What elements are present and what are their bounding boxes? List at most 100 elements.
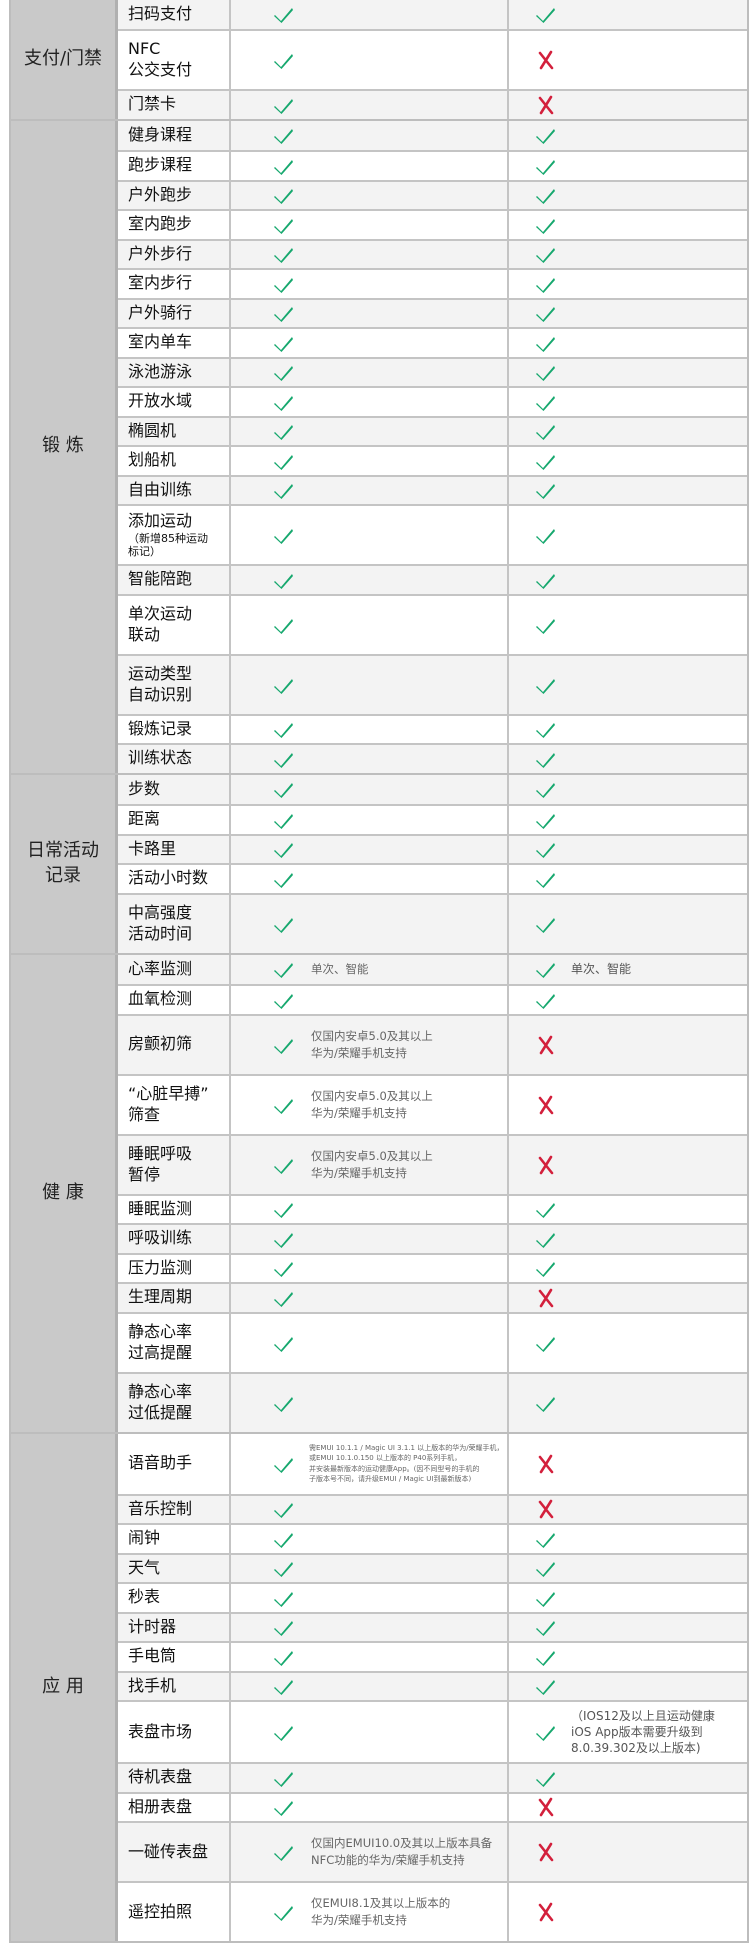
check-icon: [273, 1902, 295, 1922]
feature-name: 呼吸训练: [118, 1225, 231, 1253]
support-cell-left: [231, 476, 509, 504]
table-row: 睡眠呼吸 暂停 仅国内安卓5.0及其以上 华为/荣耀手机支持: [118, 1133, 747, 1194]
feature-label: 音乐控制: [128, 1498, 193, 1518]
table-row: 语音助手 需EMUI 10.1.1 / Magic UI 3.1.1 以上版本的华…: [118, 1433, 747, 1494]
feature-name: 中高强度 活动时间: [118, 894, 231, 953]
table-row: 椭圆机: [118, 415, 747, 445]
feature-label: 自由训练: [128, 479, 193, 499]
support-cell-left: [231, 1584, 509, 1612]
feature-name: 相册表盘: [118, 1793, 231, 1821]
feature-name: 睡眠监测: [118, 1195, 231, 1223]
feature-label: 血氧检测: [128, 989, 193, 1009]
feature-label: 泳池游泳: [128, 361, 193, 381]
support-cell-left: [231, 865, 509, 893]
table-row: NFC 公交支付: [118, 29, 747, 89]
check-icon: [535, 480, 557, 500]
check-icon: [273, 1288, 295, 1308]
section: 支付/门禁 扫码支付 NFC 公交支付 门禁卡: [11, 0, 747, 119]
feature-name: 室内步行: [118, 270, 231, 298]
support-cell-left: [231, 595, 509, 654]
support-cell-left: [231, 91, 509, 119]
section: 锻 炼健身课程 跑步课程 户外跑步 室内跑步 户外步行 室内步行 户外骑行 室内单车 泳池游泳开…: [11, 118, 747, 773]
support-note: 单次、智能: [571, 962, 632, 977]
feature-name: 训练状态: [118, 745, 231, 773]
cross-icon: [535, 1155, 557, 1175]
feature-name: 找手机: [118, 1672, 231, 1700]
check-icon: [535, 274, 557, 294]
feature-name: 手电筒: [118, 1643, 231, 1671]
feature-label: 找手机: [128, 1675, 177, 1695]
feature-label: 心率监测: [128, 958, 193, 978]
feature-name: 户外骑行: [118, 299, 231, 327]
table-row: 生理周期: [118, 1282, 747, 1312]
support-cell-right: [509, 775, 747, 805]
table-row: 压力监测: [118, 1252, 747, 1282]
check-icon: [535, 185, 557, 205]
check-icon: [273, 1199, 295, 1219]
table-row: 单次运动 联动: [118, 593, 747, 654]
support-cell-right: [509, 0, 747, 29]
feature-label: 户外跑步: [128, 184, 193, 204]
feature-name: 表盘市场: [118, 1702, 231, 1762]
feature-name: 室内跑步: [118, 211, 231, 239]
check-icon: [273, 1229, 295, 1249]
support-cell-left: [231, 358, 509, 386]
support-cell-left: [231, 506, 509, 564]
check-icon: [273, 1842, 295, 1862]
table-row: 跑步课程: [118, 150, 747, 180]
table-row: 秒表: [118, 1582, 747, 1612]
support-cell-left: [231, 1613, 509, 1641]
support-cell-right: [509, 1643, 747, 1671]
support-note: 仅国内安卓5.0及其以上 华为/荣耀手机支持: [311, 1148, 433, 1180]
table-row: 音乐控制: [118, 1493, 747, 1523]
support-cell-left: [231, 1225, 509, 1253]
feature-label: 训练状态: [128, 748, 193, 768]
support-cell-right: [509, 745, 747, 773]
check-icon: [273, 615, 295, 635]
check-icon: [273, 125, 295, 145]
feature-label: 卡路里: [128, 838, 177, 858]
check-icon: [535, 1529, 557, 1549]
feature-label: 计时器: [128, 1616, 177, 1636]
category-label: 应 用: [11, 1433, 118, 1941]
feature-label: 天气: [128, 1557, 161, 1577]
support-cell-right: [509, 1284, 747, 1312]
support-cell-right: [509, 182, 747, 210]
feature-name: 门禁卡: [118, 91, 231, 119]
support-cell-right: [509, 596, 747, 654]
support-cell-right: [509, 1136, 747, 1194]
check-icon: [273, 392, 295, 412]
feature-name: 划船机: [118, 447, 231, 475]
check-icon: [273, 839, 295, 859]
feature-name: 跑步课程: [118, 152, 231, 180]
feature-label: 运动类型 自动识别: [128, 663, 193, 704]
check-icon: [535, 525, 557, 545]
support-cell-left: [231, 1254, 509, 1282]
table-row: 手电筒: [118, 1641, 747, 1671]
feature-label: 室内跑步: [128, 214, 193, 234]
feature-label: 一碰传表盘: [128, 1841, 209, 1861]
feature-name: NFC 公交支付: [118, 31, 231, 89]
feature-name: 室内单车: [118, 329, 231, 357]
check-icon: [535, 362, 557, 382]
support-note: 仅国内安卓5.0及其以上 华为/荣耀手机支持: [311, 1088, 433, 1120]
support-cell-right: [509, 506, 747, 564]
category-label: 日常活动 记录: [11, 774, 118, 953]
feature-name: 泳池游泳: [118, 358, 231, 386]
table-row: 表盘市场 （IOS12及以上且运动健康 iOS App版本需要升级到 8.0.39…: [118, 1700, 747, 1762]
check-icon: [535, 1258, 557, 1278]
feature-name: 添加运动 （新增85种运动 标记）: [118, 506, 231, 564]
support-cell-right: [509, 865, 747, 893]
support-cell-right: [509, 477, 747, 505]
support-cell-right: [509, 31, 747, 89]
feature-label: 户外步行: [128, 243, 193, 263]
support-cell-left: [231, 1313, 509, 1372]
support-cell-left: [231, 894, 509, 953]
support-cell-left: 仅国内安卓5.0及其以上 华为/荣耀手机支持: [231, 1135, 509, 1194]
table-row: 遥控拍照 仅EMUI8.1及其以上版本的 华为/荣耀手机支持: [118, 1881, 747, 1941]
support-cell-right: [509, 1314, 747, 1372]
support-cell-right: [509, 359, 747, 387]
support-cell-right: [509, 300, 747, 328]
feature-label: 手电筒: [128, 1646, 177, 1666]
support-cell-right: [509, 211, 747, 239]
